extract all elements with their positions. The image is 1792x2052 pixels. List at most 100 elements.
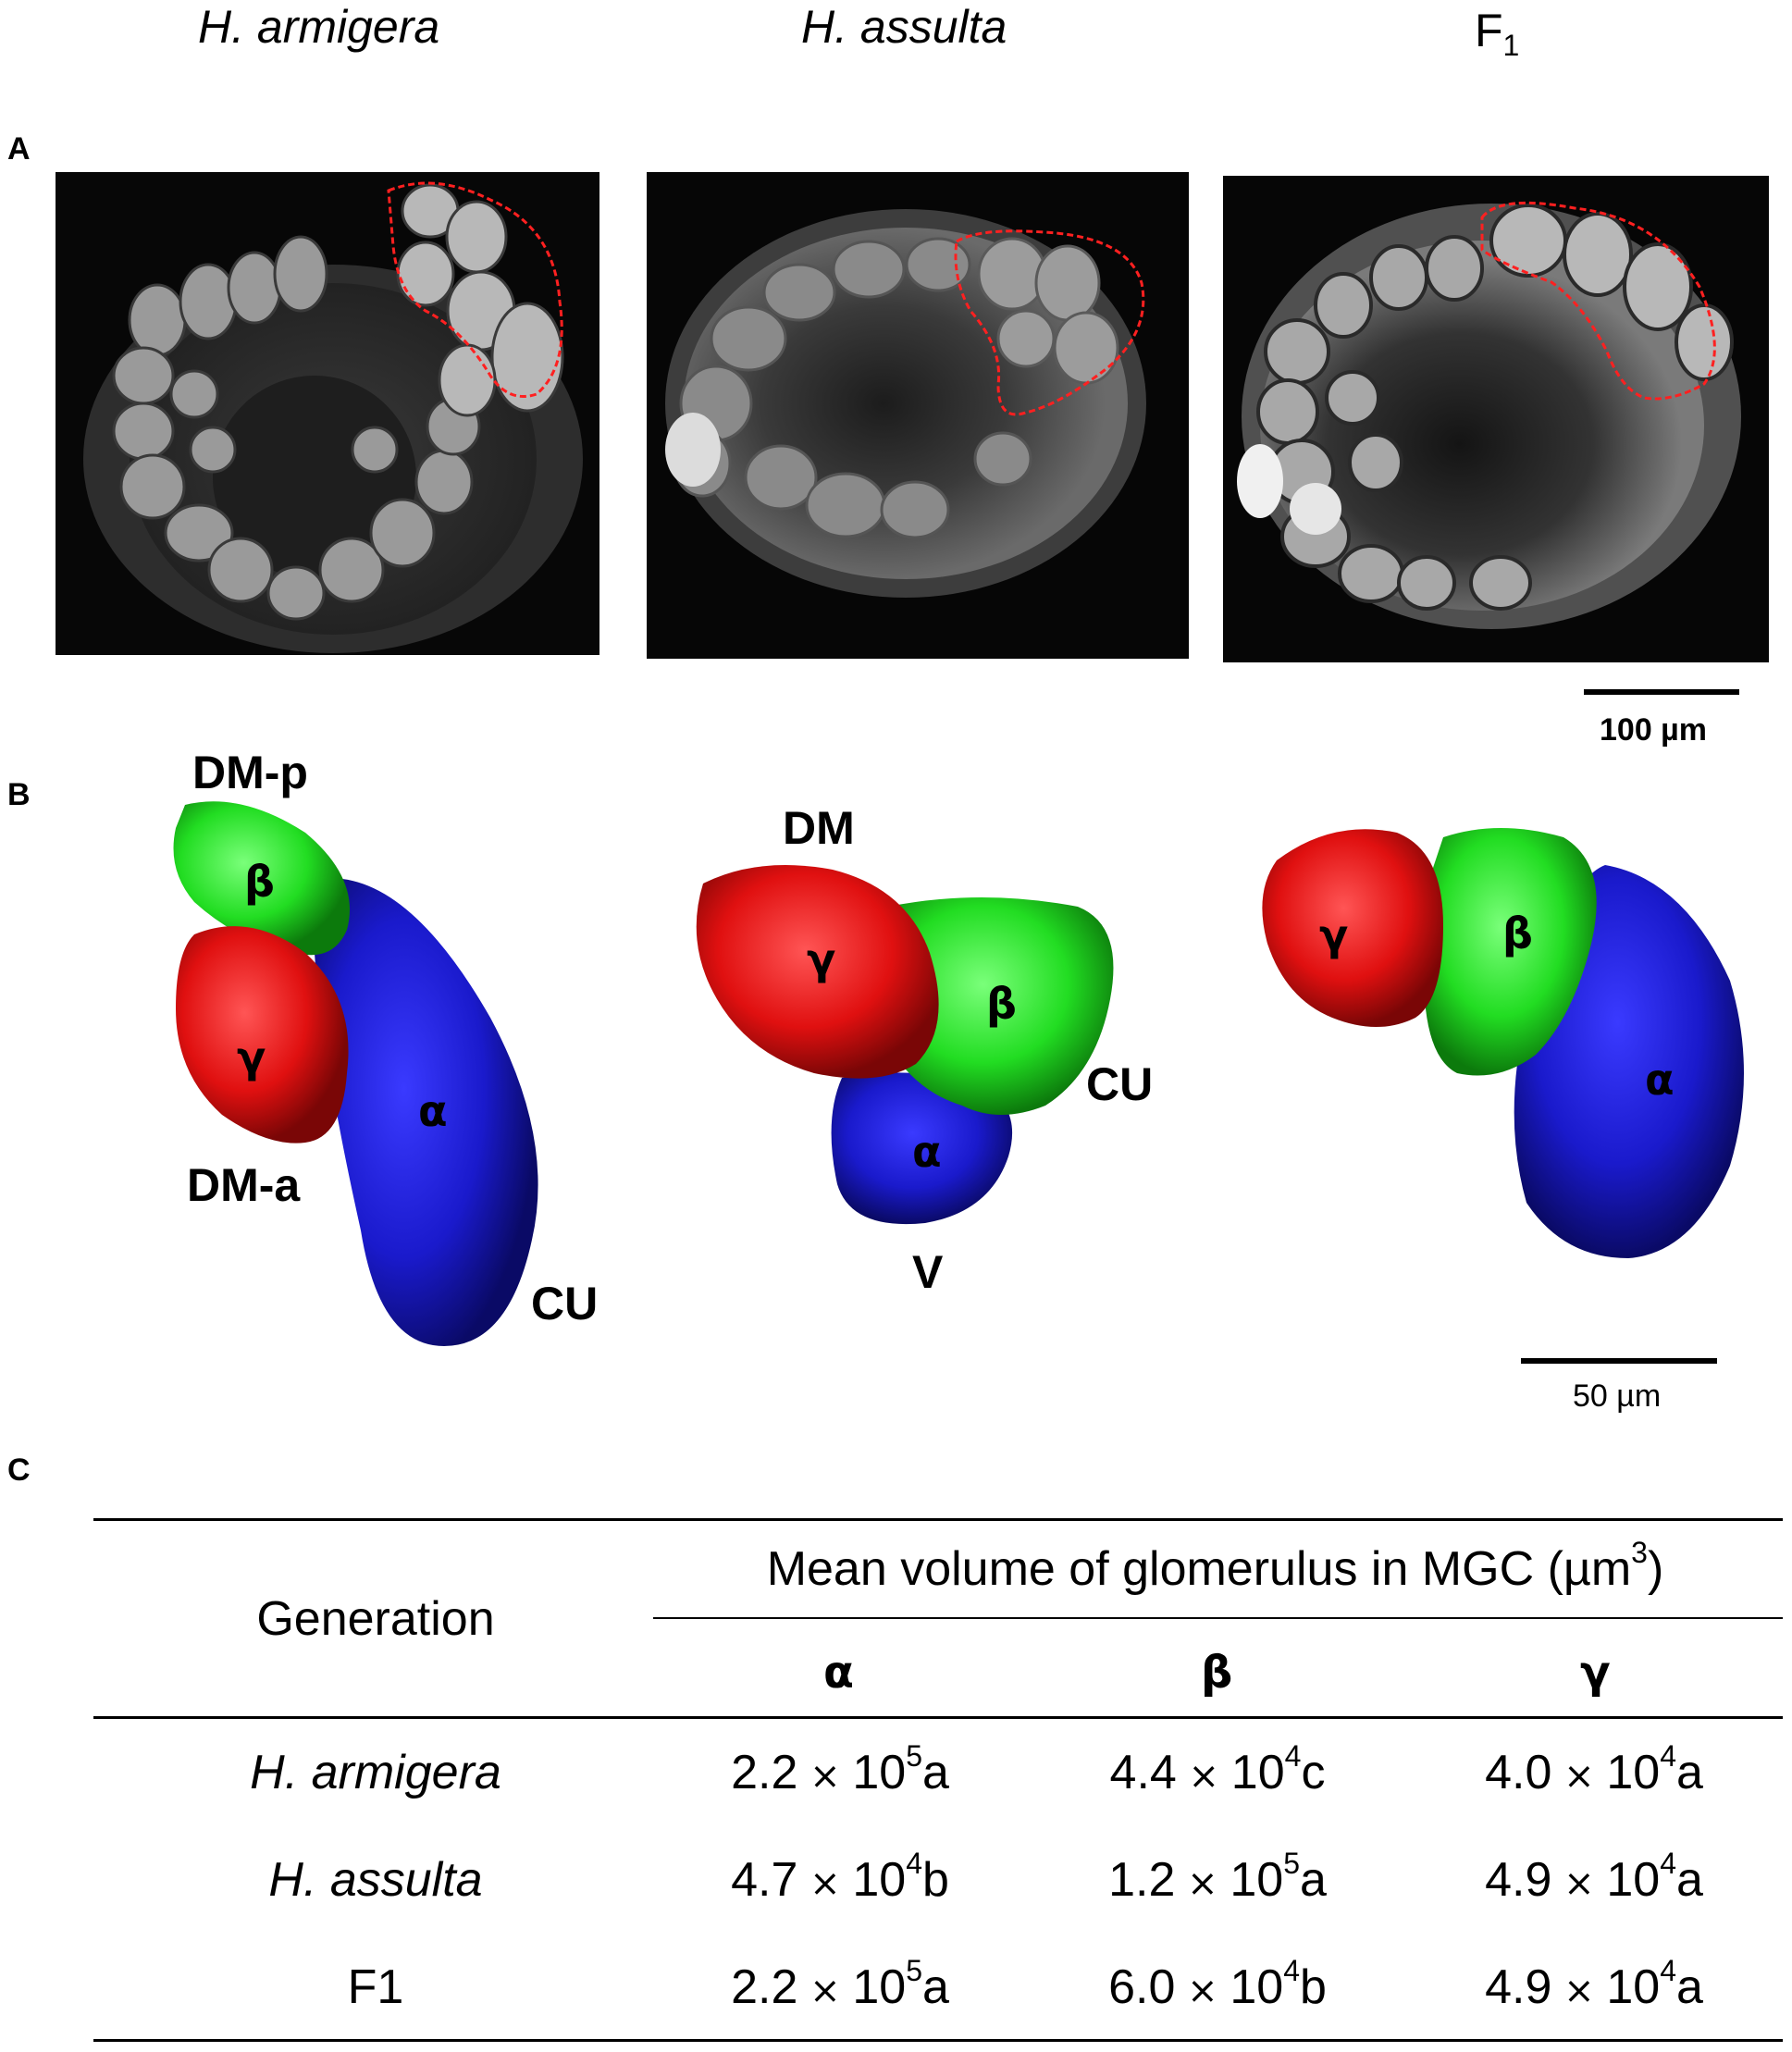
cell-exponent: 4	[1660, 1954, 1676, 1987]
cell-mantissa: 2.2	[731, 1746, 798, 1799]
table-col-alpha: α	[823, 1647, 854, 1699]
label-alpha-assulta: α	[912, 1127, 942, 1177]
cell-letter: b	[1299, 1960, 1327, 2014]
label-gamma-assulta: γ	[807, 934, 836, 984]
table-cell: 4.9 × 104a	[1409, 1956, 1779, 2015]
micrograph-armigera	[56, 172, 599, 655]
times-sign: ×	[1551, 1755, 1607, 1798]
cell-letter: b	[921, 1853, 949, 1907]
cell-exponent: 5	[1283, 1847, 1300, 1880]
label-beta-f1: β	[1502, 909, 1533, 958]
times-sign: ×	[1175, 1862, 1230, 1905]
table-header-volume: Mean volume of glomerulus in MGC (µm3)	[766, 1536, 1664, 1596]
cell-mantissa: 4.9	[1485, 1960, 1552, 2014]
cell-letter: a	[921, 1746, 949, 1799]
times-sign: ×	[1551, 1862, 1607, 1905]
table-cell: 4.9 × 104a	[1409, 1848, 1779, 1908]
table-cell: 4.0 × 104a	[1409, 1741, 1779, 1800]
cell-letter: a	[921, 1960, 949, 2014]
glomerulus-gamma-armigera	[176, 926, 349, 1143]
label-beta-assulta: β	[986, 979, 1017, 1029]
cell-letter: c	[1301, 1746, 1326, 1799]
table-cell: 2.2 × 105a	[655, 1956, 1025, 2015]
cell-exponent: 5	[906, 1954, 922, 1987]
scale-bar-b-label: 50 µm	[1573, 1378, 1662, 1414]
cell-exponent: 4	[1284, 1739, 1302, 1773]
micrograph-assulta	[647, 172, 1189, 659]
table-header-generation: Generation	[256, 1592, 495, 1646]
micrograph-f1	[1223, 176, 1769, 662]
cell-mantissa: 4.9	[1485, 1853, 1552, 1907]
label-cu-assulta: CU	[1086, 1058, 1154, 1110]
cell-mantissa: 4.7	[731, 1853, 798, 1907]
times-sign: ×	[1551, 1970, 1607, 2012]
table-subheader-rule	[653, 1617, 1783, 1619]
panel-label-c: C	[7, 1452, 31, 1488]
table-top-rule	[93, 1518, 1783, 1521]
cell-exponent: 4	[906, 1847, 922, 1880]
panel-label-a: A	[7, 131, 31, 167]
times-sign: ×	[797, 1755, 853, 1798]
table-cell: 2.2 × 105a	[655, 1741, 1025, 1800]
glomerulus-alpha-assulta	[831, 1072, 1013, 1225]
glomerulus-beta-armigera	[173, 801, 350, 956]
table-col-beta: β	[1201, 1647, 1233, 1699]
label-alpha-f1: α	[1645, 1055, 1675, 1105]
label-alpha-armigera: α	[418, 1086, 448, 1136]
times-sign: ×	[797, 1862, 853, 1905]
cell-mantissa: 6.0	[1108, 1960, 1176, 2014]
table-col-gamma: γ	[1580, 1647, 1611, 1699]
micrograph-armigera-image	[56, 172, 599, 655]
label-gamma-f1: γ	[1319, 910, 1349, 960]
label-v: V	[912, 1246, 944, 1298]
table-row-name: F1	[347, 1960, 404, 2014]
cell-letter: a	[1675, 1960, 1703, 2014]
column-title-assulta: H. assulta	[801, 1, 1007, 53]
micrograph-f1-image	[1223, 176, 1769, 662]
cell-base: 10	[852, 1960, 907, 2014]
cell-base: 10	[1606, 1746, 1661, 1799]
cell-base: 10	[1230, 1746, 1285, 1799]
label-cu-armigera: CU	[531, 1278, 599, 1329]
cell-base: 10	[1230, 1960, 1284, 2014]
table-row-name: H. assulta	[268, 1853, 483, 1907]
cell-base: 10	[852, 1853, 907, 1907]
table-cell: 1.2 × 105a	[1032, 1848, 1403, 1908]
times-sign: ×	[797, 1970, 853, 2012]
cell-exponent: 4	[1660, 1847, 1676, 1880]
times-sign: ×	[1176, 1755, 1231, 1798]
glomerulus-beta-assulta	[876, 897, 1114, 1115]
label-dm-a: DM-a	[187, 1159, 301, 1211]
cell-letter: a	[1675, 1746, 1703, 1799]
glomerulus-alpha-armigera	[315, 879, 538, 1346]
column-title-f1: F1	[1475, 5, 1520, 62]
column-title-armigera: H. armigera	[198, 1, 440, 53]
cell-base: 10	[1230, 1853, 1284, 1907]
table-cell: 4.4 × 104c	[1032, 1741, 1403, 1800]
cell-mantissa: 1.2	[1108, 1853, 1176, 1907]
label-dm: DM	[783, 802, 855, 854]
cell-base: 10	[1606, 1853, 1661, 1907]
cell-base: 10	[852, 1746, 907, 1799]
model-assulta	[696, 865, 1114, 1225]
cell-mantissa: 4.0	[1485, 1746, 1552, 1799]
table-cell: 6.0 × 104b	[1032, 1956, 1403, 2015]
scale-bar-b-line	[1521, 1358, 1717, 1364]
label-beta-armigera: β	[244, 857, 275, 907]
cell-letter: a	[1675, 1853, 1703, 1907]
cell-letter: a	[1299, 1853, 1327, 1907]
scale-bar-a-label: 100 µm	[1600, 712, 1707, 748]
glomerulus-beta-f1	[1423, 828, 1597, 1076]
cell-exponent: 4	[1660, 1739, 1676, 1773]
table-bottom-rule	[93, 2039, 1783, 2042]
times-sign: ×	[1175, 1970, 1230, 2012]
cell-exponent: 4	[1283, 1954, 1300, 1987]
table-row-name: H. armigera	[250, 1746, 501, 1799]
label-gamma-armigera: γ	[237, 1032, 266, 1082]
table-cell: 4.7 × 104b	[655, 1848, 1025, 1908]
glomerulus-gamma-f1	[1262, 829, 1443, 1027]
label-dm-p: DM-p	[192, 747, 308, 798]
micrograph-assulta-image	[647, 172, 1189, 659]
table-header-rule	[93, 1716, 1783, 1719]
panel-label-b: B	[7, 777, 31, 812]
